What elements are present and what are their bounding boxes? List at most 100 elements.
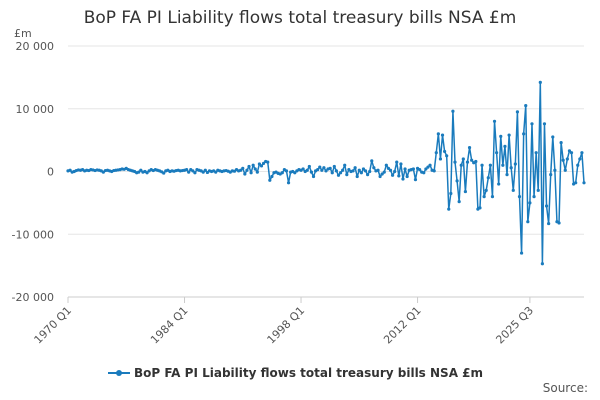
- data-point: [372, 166, 376, 170]
- data-point: [528, 201, 532, 205]
- data-point: [455, 179, 459, 183]
- data-point: [453, 160, 457, 164]
- data-point: [359, 171, 363, 175]
- y-axis-unit-label: £m: [14, 27, 32, 40]
- data-point: [540, 262, 544, 266]
- data-point: [536, 188, 540, 192]
- data-point: [538, 80, 542, 84]
- data-point: [399, 162, 403, 166]
- data-point: [440, 133, 445, 137]
- data-point: [490, 195, 495, 199]
- data-point: [328, 166, 332, 170]
- data-point: [411, 167, 415, 171]
- data-point: [293, 171, 297, 175]
- data-point: [249, 171, 253, 175]
- data-point: [519, 251, 524, 255]
- data-point: [403, 167, 407, 171]
- data-point: [418, 168, 422, 172]
- data-point: [388, 168, 393, 172]
- data-point: [509, 166, 513, 170]
- data-point: [505, 173, 509, 177]
- y-tick-labels: 20 000 10 000 0 -10 000 -20 000: [12, 40, 54, 304]
- x-tick-label: 2025 Q3: [493, 304, 536, 347]
- data-point: [497, 182, 501, 186]
- data-point: [357, 168, 361, 172]
- data-point: [341, 168, 345, 172]
- data-point: [301, 167, 305, 171]
- data-point: [286, 181, 291, 185]
- legend-label: BoP FA PI Liability flows total treasury…: [134, 366, 484, 380]
- data-point: [534, 151, 538, 155]
- data-point: [524, 104, 528, 108]
- data-point: [68, 168, 72, 172]
- data-point: [501, 163, 505, 167]
- data-point: [574, 181, 578, 185]
- data-point: [428, 163, 432, 167]
- y-tick-label: -10 000: [12, 228, 54, 241]
- data-point: [309, 170, 314, 174]
- data-point: [578, 157, 582, 161]
- data-point: [187, 170, 191, 174]
- data-point: [201, 170, 205, 174]
- data-point: [434, 151, 438, 155]
- data-point: [332, 164, 336, 169]
- data-point: [139, 168, 143, 172]
- data-point: [503, 144, 507, 148]
- y-tick-label: 20 000: [16, 40, 55, 53]
- data-point: [318, 165, 322, 169]
- y-tick-label: -20 000: [12, 291, 54, 304]
- series-layer: [66, 80, 586, 266]
- data-point: [320, 168, 324, 172]
- data-point: [343, 163, 347, 167]
- legend[interactable]: BoP FA PI Liability flows total treasury…: [108, 366, 483, 380]
- data-point: [376, 168, 380, 172]
- data-point: [361, 167, 366, 171]
- data-point: [449, 191, 453, 196]
- data-point: [386, 166, 391, 170]
- data-point: [363, 169, 368, 173]
- data-point: [495, 151, 499, 155]
- data-point: [486, 176, 490, 180]
- data-point: [544, 204, 549, 208]
- data-point: [488, 163, 492, 167]
- data-point: [368, 169, 372, 174]
- data-point: [322, 166, 326, 170]
- data-point: [457, 200, 461, 204]
- data-point: [424, 167, 428, 171]
- data-point: [432, 169, 436, 173]
- data-point: [191, 169, 195, 173]
- data-point: [492, 119, 497, 123]
- y-tick-label: 0: [47, 166, 54, 179]
- data-point: [565, 157, 569, 161]
- data-point: [436, 132, 440, 136]
- data-point: [463, 189, 467, 194]
- data-point: [461, 157, 465, 161]
- data-point: [513, 162, 517, 166]
- y-tick-label: 10 000: [16, 103, 55, 116]
- data-point: [522, 132, 526, 136]
- data-point: [253, 167, 257, 171]
- series-line: [67, 81, 585, 265]
- data-point: [499, 134, 503, 138]
- data-point: [470, 158, 474, 162]
- data-point: [451, 109, 455, 113]
- chart-title: BoP FA PI Liability flows total treasury…: [83, 8, 517, 28]
- data-point: [261, 161, 266, 165]
- source-label: Source:: [542, 381, 588, 395]
- data-point: [576, 163, 580, 167]
- data-point: [474, 159, 478, 164]
- data-point: [465, 160, 470, 164]
- data-point: [580, 151, 584, 155]
- data-point: [426, 165, 430, 169]
- data-point: [438, 157, 443, 161]
- data-point: [382, 170, 386, 174]
- x-tick-label: 1984 Q1: [148, 304, 191, 347]
- data-point: [517, 195, 522, 199]
- x-tick-label: 2012 Q1: [381, 304, 424, 347]
- data-point: [270, 174, 274, 179]
- data-point: [532, 195, 536, 199]
- data-point: [393, 169, 397, 174]
- data-point: [284, 169, 289, 173]
- data-point: [563, 168, 567, 172]
